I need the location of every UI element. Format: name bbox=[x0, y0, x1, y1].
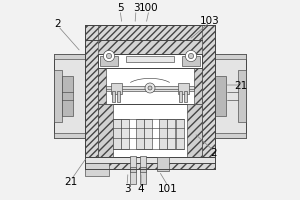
Bar bbox=[159, 119, 167, 149]
Bar bbox=[54, 70, 62, 122]
Bar bbox=[98, 40, 202, 54]
Text: 2: 2 bbox=[211, 148, 217, 158]
Bar bbox=[113, 119, 121, 149]
Bar bbox=[98, 104, 113, 157]
Text: 100: 100 bbox=[139, 3, 159, 13]
Bar bbox=[85, 157, 215, 169]
Bar bbox=[85, 157, 215, 169]
Bar bbox=[100, 56, 118, 66]
Bar bbox=[98, 40, 202, 157]
Text: 101: 101 bbox=[158, 184, 178, 194]
Bar bbox=[215, 54, 246, 138]
Bar bbox=[194, 68, 202, 104]
Bar bbox=[54, 54, 85, 59]
Bar bbox=[176, 119, 184, 149]
Bar bbox=[202, 25, 215, 169]
Bar bbox=[117, 91, 120, 102]
Bar bbox=[85, 25, 215, 40]
Bar bbox=[106, 86, 194, 91]
Bar bbox=[215, 54, 246, 59]
Bar bbox=[187, 104, 202, 157]
Bar bbox=[130, 156, 136, 184]
Bar bbox=[62, 76, 73, 116]
Bar bbox=[215, 76, 226, 116]
Circle shape bbox=[148, 86, 152, 90]
Bar bbox=[167, 119, 175, 149]
Circle shape bbox=[103, 50, 115, 62]
Bar bbox=[54, 54, 85, 138]
Circle shape bbox=[185, 50, 197, 62]
Bar bbox=[98, 68, 106, 104]
Text: 4: 4 bbox=[138, 184, 144, 194]
Bar bbox=[215, 133, 246, 138]
Bar bbox=[85, 25, 98, 169]
Bar bbox=[85, 25, 215, 169]
Bar bbox=[98, 54, 202, 68]
Bar bbox=[178, 83, 189, 94]
Bar bbox=[126, 56, 174, 62]
Bar bbox=[130, 167, 136, 172]
Bar bbox=[54, 133, 85, 138]
Bar bbox=[140, 167, 146, 172]
Text: 5: 5 bbox=[117, 3, 123, 13]
Bar bbox=[157, 157, 169, 171]
Circle shape bbox=[145, 83, 155, 93]
Text: 3: 3 bbox=[133, 3, 139, 13]
Bar bbox=[182, 56, 200, 66]
Bar bbox=[184, 91, 187, 102]
Bar bbox=[85, 157, 215, 163]
Bar bbox=[111, 83, 122, 94]
Text: 21: 21 bbox=[64, 177, 78, 187]
Bar bbox=[140, 156, 145, 184]
Bar bbox=[238, 70, 246, 122]
Bar bbox=[144, 119, 152, 149]
Bar bbox=[179, 91, 182, 102]
Bar bbox=[98, 68, 202, 104]
Text: 21: 21 bbox=[234, 81, 248, 91]
Text: 3: 3 bbox=[124, 184, 130, 194]
Circle shape bbox=[106, 53, 112, 59]
Bar bbox=[136, 119, 144, 149]
Bar bbox=[85, 163, 109, 176]
Text: 103: 103 bbox=[200, 16, 220, 26]
Bar bbox=[98, 104, 202, 157]
Bar bbox=[112, 91, 115, 102]
Bar bbox=[85, 25, 215, 169]
Bar bbox=[121, 119, 129, 149]
Circle shape bbox=[188, 53, 194, 59]
Text: 2: 2 bbox=[55, 19, 61, 29]
